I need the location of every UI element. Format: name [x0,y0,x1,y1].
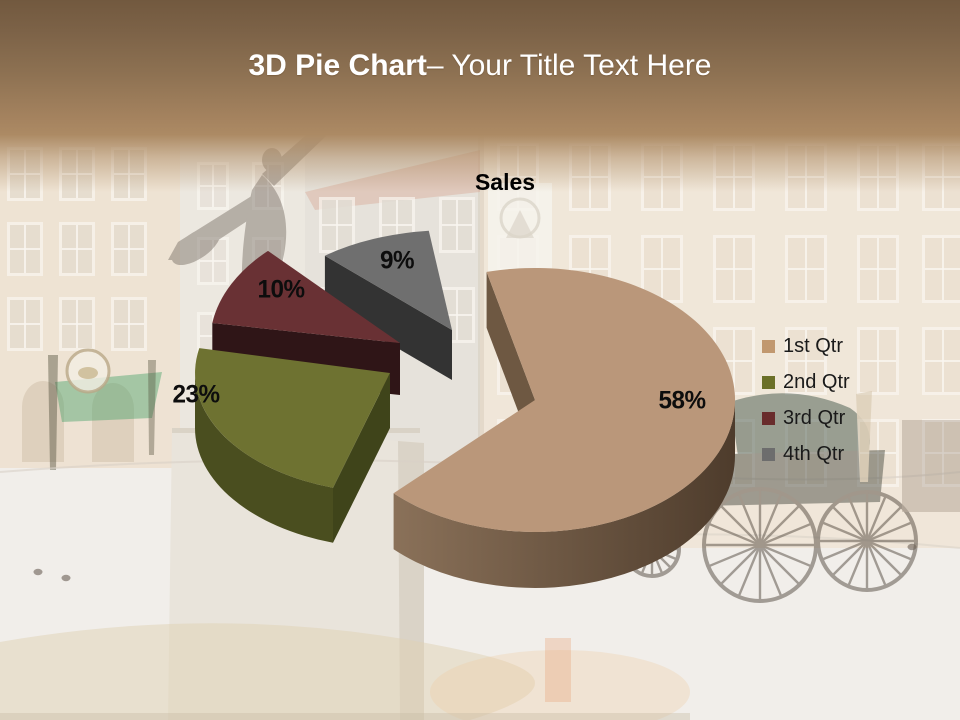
legend-label: 2nd Qtr [783,371,850,393]
slice-rim [194,373,333,543]
water-reflection-orange [545,638,571,702]
window-mullion [716,268,752,270]
window-mullion [114,248,144,250]
closed-parasol [856,391,872,482]
legend-swatch [762,448,775,461]
banner-emblem [506,210,534,238]
legend-item: 4th Qtr [762,443,850,465]
window-mullion [62,248,92,250]
slide-header: 3D Pie Chart– Your Title Text Here [0,0,960,192]
window-mullion [114,323,144,325]
data-label-1st-qtr: 58% [658,386,706,415]
window-mullion [200,260,226,262]
slice-rim [393,400,735,588]
window-mullion [572,268,608,270]
slice-top [393,267,736,532]
pigeon [33,568,43,576]
window-mullion [716,360,752,362]
slide-title-rest: – Your Title Text Here [426,49,712,82]
window-mullion [925,360,960,362]
slice-wall [324,255,452,380]
carriage-canopy [730,393,870,456]
legend-swatch [762,376,775,389]
legend-label: 3rd Qtr [783,407,846,429]
window-mullion [644,268,680,270]
sign-disc-ring [65,348,111,394]
pie-slice-1st-qtr [393,267,736,588]
slice-top [212,250,400,343]
statue-arm-shield [168,192,264,260]
folded-umbrella [148,360,156,455]
slice-top [195,348,390,488]
pie-slice-4th-qtr [324,230,452,380]
data-label-4th-qtr: 9% [379,246,415,275]
window-mullion [10,323,40,325]
sign-disc-crest [78,367,98,379]
window-mullion [860,360,896,362]
legend-item: 1st Qtr [762,335,850,357]
arch-doorway [92,383,134,462]
window-mullion [10,248,40,250]
statue-sword [171,226,221,266]
window-mullion [788,360,824,362]
water-reflection [430,650,690,720]
data-label-2nd-qtr: 23% [172,380,220,409]
window-mullion [860,268,896,270]
window-mullion [442,314,472,316]
window-mullion [382,224,412,226]
bottom-shade-strip [0,713,690,720]
legend-swatch [762,340,775,353]
legend-item: 3rd Qtr [762,407,850,429]
legend-label: 4th Qtr [783,443,845,465]
folded-umbrella [48,355,58,470]
wheel-hub [755,540,765,550]
slice-top [324,230,452,330]
legend: 1st Qtr 2nd Qtr 3rd Qtr 4th Qtr [762,335,850,480]
window-mullion [322,224,352,226]
data-label-3rd-qtr: 10% [257,275,305,304]
pie-slice-2nd-qtr [194,348,390,543]
legend-swatch [762,412,775,425]
pigeon [907,543,917,551]
building-divider [478,128,484,528]
fountain-rim [0,623,535,720]
legend-item: 2nd Qtr [762,371,850,393]
window-mullion [788,268,824,270]
slide-title: 3D Pie Chart– Your Title Text Here [248,49,711,83]
window-mullion [925,268,960,270]
slice-wall [333,373,390,543]
slide-title-bold: 3D Pie Chart [248,49,427,82]
dark-doorway [902,420,960,512]
arch-doorway [22,381,64,462]
window-mullion [925,452,960,454]
pigeon [61,574,71,582]
wheel-hub [862,536,872,546]
legend-label: 1st Qtr [783,335,844,357]
window-mullion [442,224,472,226]
window-mullion [62,323,92,325]
chart-title: Sales [474,169,536,195]
